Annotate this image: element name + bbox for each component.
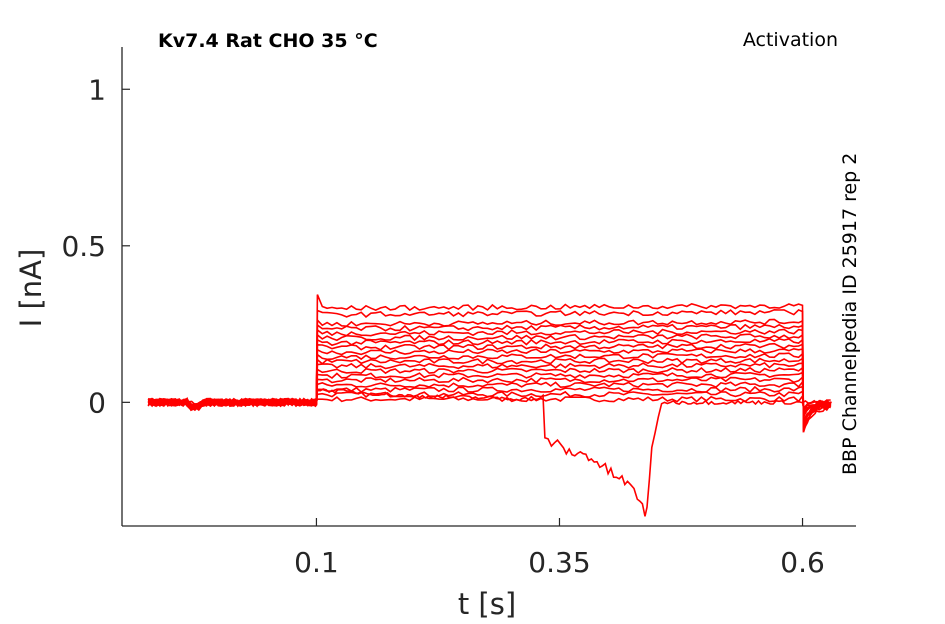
x-tick-label: 0.35: [528, 546, 590, 579]
y-tick-label: 1: [88, 73, 106, 106]
source-note: BBP Channelpedia ID 25917 rep 2: [839, 153, 861, 475]
x-axis-label: t [s]: [458, 587, 516, 621]
x-ticks: 0.1 0.35 0.6: [294, 518, 825, 579]
current-trace: [147, 318, 831, 433]
artifact-trace: [147, 388, 832, 517]
current-trace: [147, 294, 832, 433]
current-trace: [148, 371, 832, 418]
y-tick-label: 0: [88, 386, 106, 419]
x-tick-label: 0.1: [294, 546, 339, 579]
chart-title: Kv7.4 Rat CHO 35 °C: [158, 30, 378, 52]
y-axis-label: I [nA]: [14, 249, 48, 328]
plot-lines: [147, 294, 832, 517]
y-tick-label: 0.5: [61, 230, 106, 263]
y-ticks: 00.51: [61, 73, 130, 419]
protocol-label: Activation: [743, 29, 838, 51]
current-trace: [147, 361, 831, 419]
x-tick-label: 0.6: [780, 546, 825, 579]
